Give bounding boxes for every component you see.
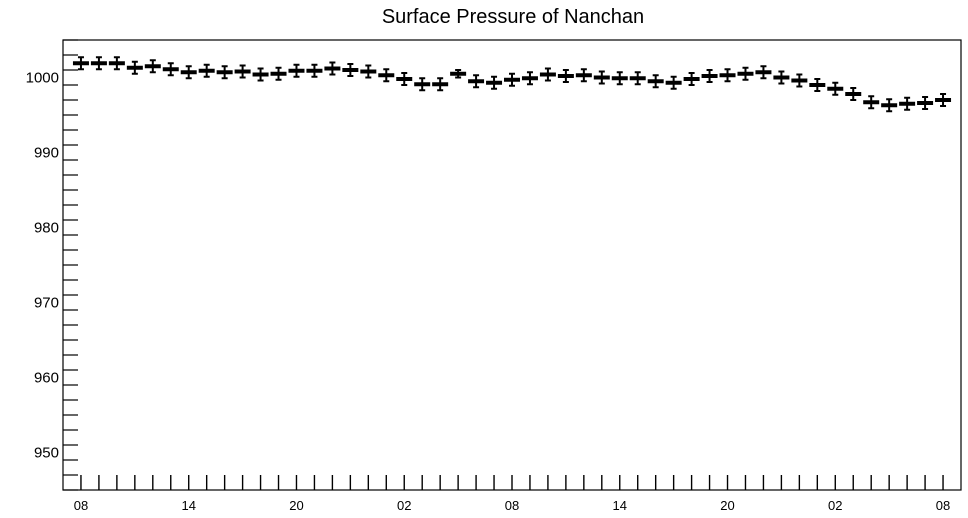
data-point bbox=[162, 62, 179, 77]
data-point bbox=[378, 68, 395, 83]
data-point bbox=[270, 66, 287, 81]
data-point bbox=[557, 69, 574, 83]
x-tick-label: 02 bbox=[397, 498, 411, 513]
data-point bbox=[809, 78, 826, 92]
x-tick-label: 14 bbox=[181, 498, 195, 513]
chart-title: Surface Pressure of Nanchan bbox=[382, 6, 644, 28]
data-point bbox=[486, 75, 503, 90]
data-point bbox=[108, 56, 125, 71]
data-point bbox=[593, 70, 610, 85]
data-point bbox=[252, 67, 269, 82]
y-tick-label: 960 bbox=[34, 370, 59, 387]
data-point bbox=[468, 74, 485, 89]
data-point bbox=[611, 71, 628, 86]
data-point bbox=[324, 61, 341, 76]
x-tick-label: 08 bbox=[505, 498, 519, 513]
data-point bbox=[845, 87, 862, 101]
data-point bbox=[288, 63, 305, 78]
x-tick-label: 08 bbox=[74, 498, 88, 513]
data-point bbox=[414, 77, 431, 92]
data-point bbox=[575, 68, 592, 83]
data-point bbox=[899, 96, 916, 111]
data-point bbox=[342, 63, 359, 77]
x-axis: 08 14 20 02 08 14 20 02 08 bbox=[74, 475, 950, 513]
data-point bbox=[773, 70, 790, 85]
data-point bbox=[719, 68, 736, 83]
x-tick-label: 20 bbox=[289, 498, 303, 513]
data-point bbox=[827, 81, 844, 96]
data-point bbox=[216, 65, 233, 80]
data-point bbox=[917, 96, 934, 110]
data-point bbox=[234, 64, 251, 79]
y-tick-label: 950 bbox=[34, 445, 59, 462]
x-tick-label: 14 bbox=[613, 498, 627, 513]
data-point bbox=[755, 65, 772, 80]
data-point bbox=[144, 59, 161, 74]
x-tick-label: 20 bbox=[720, 498, 734, 513]
data-point bbox=[881, 98, 898, 113]
data-point bbox=[396, 72, 413, 86]
data-point bbox=[935, 93, 952, 107]
data-point bbox=[504, 72, 520, 87]
series-layer bbox=[72, 56, 952, 113]
x-tick-label: 08 bbox=[936, 498, 950, 513]
data-point bbox=[701, 69, 718, 83]
data-point bbox=[198, 63, 215, 78]
data-point bbox=[863, 95, 880, 110]
y-tick-label: 980 bbox=[34, 220, 59, 237]
data-point bbox=[539, 67, 556, 82]
data-point bbox=[683, 72, 700, 86]
data-point bbox=[180, 65, 197, 80]
x-tick-label: 02 bbox=[828, 498, 842, 513]
data-point bbox=[126, 60, 143, 75]
data-point bbox=[432, 77, 449, 92]
data-point bbox=[737, 66, 754, 81]
y-tick-label: 990 bbox=[34, 145, 59, 162]
data-point bbox=[360, 64, 377, 79]
plot-area-frame bbox=[62, 39, 962, 491]
data-point bbox=[72, 56, 89, 71]
data-point bbox=[629, 71, 646, 86]
data-point bbox=[665, 75, 682, 90]
data-point bbox=[647, 74, 664, 89]
data-point bbox=[791, 73, 808, 88]
y-tick-label: 1000 bbox=[26, 70, 59, 87]
data-point bbox=[450, 69, 467, 79]
data-point bbox=[306, 63, 323, 78]
y-tick-label: 970 bbox=[34, 295, 59, 312]
data-point bbox=[521, 71, 538, 86]
data-point bbox=[90, 56, 107, 71]
y-axis: 950 960 970 980 990 1000 bbox=[26, 39, 78, 491]
